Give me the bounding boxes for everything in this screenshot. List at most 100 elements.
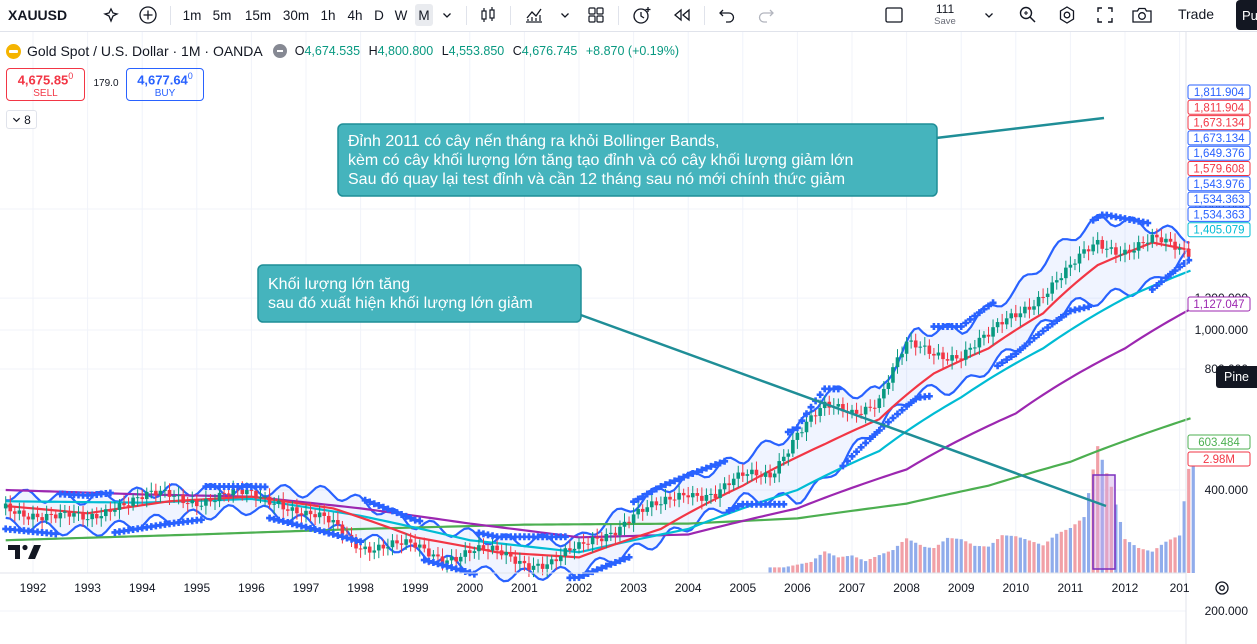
candle-body bbox=[609, 532, 613, 535]
candle-type-icon[interactable] bbox=[478, 0, 498, 30]
candle-body bbox=[809, 415, 813, 422]
screen-icon[interactable] bbox=[882, 0, 906, 30]
tradingview-logo bbox=[8, 544, 41, 559]
candle-body bbox=[1018, 313, 1023, 318]
volume-bar bbox=[818, 554, 822, 573]
volume-bar bbox=[877, 555, 881, 573]
annotation-top-line-3: Sau đó quay lại test đỉnh và cần 12 thán… bbox=[348, 171, 845, 188]
candle-body bbox=[408, 539, 413, 543]
sar-marker bbox=[661, 481, 669, 489]
indicators-toggle-button[interactable]: 8 bbox=[6, 110, 37, 129]
timeframe-d[interactable]: D bbox=[374, 7, 384, 23]
sar-marker bbox=[707, 462, 715, 470]
add-icon[interactable] bbox=[136, 0, 160, 30]
candle-body bbox=[1136, 242, 1141, 251]
search-icon[interactable] bbox=[1016, 0, 1040, 30]
pine-editor-button[interactable]: Pine bbox=[1216, 366, 1257, 388]
candle-body bbox=[399, 543, 404, 545]
candle-body bbox=[1164, 238, 1168, 243]
candle-body bbox=[1182, 248, 1186, 250]
candle-body bbox=[677, 492, 681, 500]
chart-title[interactable]: Gold Spot / U.S. Dollar · 1M · OANDA bbox=[27, 43, 263, 59]
candle-body bbox=[477, 545, 481, 552]
price-label-box bbox=[1187, 130, 1251, 146]
candle-body bbox=[117, 503, 122, 510]
sar-marker bbox=[470, 570, 478, 578]
timeframe-15m[interactable]: 15m bbox=[244, 7, 272, 23]
candle-body bbox=[490, 545, 495, 551]
legend-menu-icon[interactable] bbox=[272, 44, 287, 58]
candle-body bbox=[818, 408, 822, 416]
price-label-box bbox=[1187, 145, 1251, 161]
candle-body bbox=[326, 515, 331, 523]
settings-icon[interactable] bbox=[1055, 0, 1079, 30]
volume-bar bbox=[823, 551, 827, 573]
timeframe-30m[interactable]: 30m bbox=[282, 7, 310, 23]
candle-body bbox=[1036, 296, 1041, 307]
ohlc-close-label: C bbox=[512, 44, 522, 58]
candle-body bbox=[1027, 306, 1032, 310]
volume-bar bbox=[795, 564, 799, 573]
sar-marker bbox=[1057, 313, 1065, 321]
volume-bar bbox=[1178, 535, 1182, 573]
publish-button[interactable]: Pu bbox=[1236, 0, 1257, 30]
candle-body bbox=[668, 496, 672, 500]
timeframe-1h[interactable]: 1h bbox=[320, 7, 336, 23]
volume-bar bbox=[1087, 493, 1091, 573]
candle-body bbox=[1050, 282, 1054, 294]
fullscreen-icon[interactable] bbox=[1093, 0, 1117, 30]
save-button[interactable]: 111 Save bbox=[922, 1, 968, 29]
timeframe-1m[interactable]: 1m bbox=[182, 7, 202, 23]
symbol-search-button[interactable]: XAUUSD bbox=[8, 7, 68, 23]
sar-marker bbox=[621, 555, 628, 563]
x-tick-label: 1994 bbox=[129, 581, 156, 595]
candle-body bbox=[463, 550, 468, 557]
price-chart[interactable]: Đỉnh 2011 có cây nến tháng ra khỏi Bolli… bbox=[0, 32, 1257, 644]
candle-body bbox=[108, 509, 113, 512]
timeframe-m[interactable]: M bbox=[415, 4, 433, 26]
timeframe-w[interactable]: W bbox=[394, 7, 408, 23]
x-tick-label: 201 bbox=[1170, 581, 1190, 595]
candle-body bbox=[331, 520, 336, 523]
candle-body bbox=[454, 556, 458, 562]
sar-marker bbox=[971, 312, 979, 320]
candle-body bbox=[1091, 244, 1095, 252]
replay-icon[interactable] bbox=[670, 0, 694, 30]
candle-body bbox=[945, 359, 950, 361]
timeframe-5m[interactable]: 5m bbox=[212, 7, 232, 23]
price-label: 1,811.904 bbox=[1194, 87, 1245, 99]
volume-bar bbox=[1032, 542, 1036, 573]
chevron-down-icon[interactable] bbox=[440, 0, 454, 30]
volume-bar bbox=[1023, 539, 1027, 573]
alert-icon[interactable] bbox=[630, 0, 654, 30]
candle-body bbox=[381, 544, 386, 549]
indicators-icon[interactable] bbox=[522, 0, 546, 30]
sparkle-icon[interactable] bbox=[100, 0, 122, 30]
buy-button[interactable]: 4,677.640 BUY bbox=[126, 68, 204, 101]
undo-icon[interactable] bbox=[716, 0, 738, 30]
buy-price-sup: 0 bbox=[187, 71, 193, 81]
volume-bar bbox=[832, 555, 836, 573]
volume-bar bbox=[850, 555, 854, 573]
timeframe-4h[interactable]: 4h bbox=[347, 7, 363, 23]
camera-icon[interactable] bbox=[1130, 0, 1154, 30]
volume-bar bbox=[968, 543, 972, 573]
candle-body bbox=[122, 503, 126, 506]
volume-bar bbox=[950, 538, 954, 573]
layout-icon[interactable] bbox=[586, 0, 606, 30]
candle-body bbox=[731, 478, 736, 486]
ma-cyan-line bbox=[5, 269, 1191, 554]
trade-button[interactable]: Trade bbox=[1177, 6, 1215, 22]
candle-body bbox=[1186, 249, 1191, 257]
candle-body bbox=[35, 513, 40, 518]
redo-icon[interactable] bbox=[755, 0, 777, 30]
indicators-menu-chevron-icon[interactable] bbox=[558, 0, 572, 30]
candle-body bbox=[545, 564, 549, 569]
candle-body bbox=[99, 516, 104, 519]
sar-marker bbox=[798, 417, 806, 425]
volume-bar bbox=[927, 547, 931, 573]
sell-button[interactable]: 4,675.850 SELL bbox=[6, 68, 85, 101]
candle-body bbox=[22, 510, 26, 517]
save-menu-chevron-icon[interactable] bbox=[982, 0, 996, 30]
axis-settings-icon[interactable] bbox=[1212, 578, 1232, 598]
